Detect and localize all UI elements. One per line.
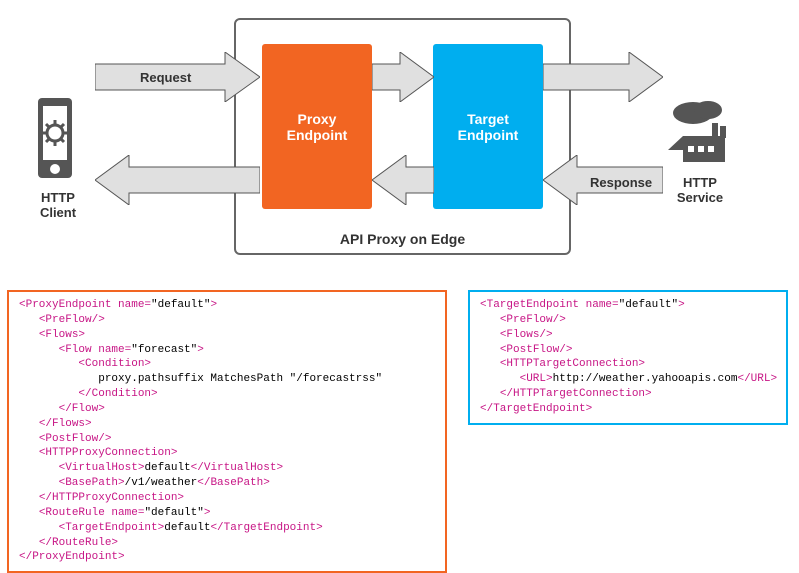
proxy-endpoint-box: ProxyEndpoint <box>262 44 372 209</box>
target-endpoint-label: TargetEndpoint <box>458 111 519 143</box>
response-label: Response <box>590 175 652 190</box>
client-label: HTTPClient <box>28 190 88 220</box>
container-label: API Proxy on Edge <box>236 231 569 247</box>
service-icon <box>668 98 738 168</box>
target-endpoint-box: TargetEndpoint <box>433 44 543 209</box>
proxy-endpoint-xml: <ProxyEndpoint name="default"> <PreFlow/… <box>7 290 447 573</box>
target-endpoint-xml: <TargetEndpoint name="default"> <PreFlow… <box>468 290 788 425</box>
phone-icon <box>30 98 80 184</box>
arrow-target-to-proxy <box>372 155 434 205</box>
arrow-target-to-service <box>543 52 663 102</box>
api-proxy-diagram: HTTPClient HTTPService API Proxy on Edge… <box>0 0 799 270</box>
service-label: HTTPService <box>670 175 730 205</box>
proxy-endpoint-label: ProxyEndpoint <box>287 111 348 143</box>
arrow-proxy-to-target <box>372 52 434 102</box>
arrow-proxy-to-client <box>95 155 260 205</box>
request-label: Request <box>140 70 191 85</box>
